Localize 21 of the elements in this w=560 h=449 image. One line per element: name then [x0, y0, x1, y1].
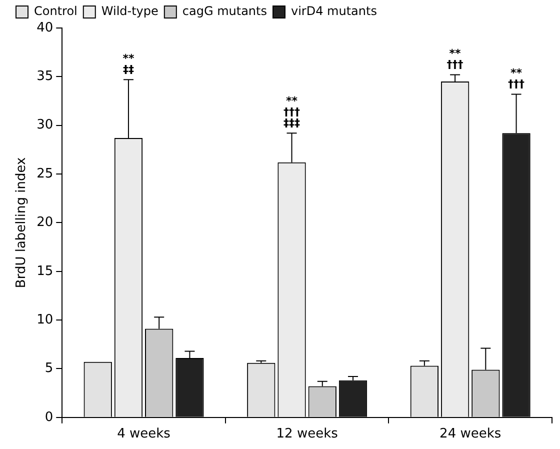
annotation: ** ††† ‡‡‡: [284, 94, 301, 130]
y-axis-title: BrdU labelling index: [14, 157, 30, 288]
legend-label: Control: [34, 4, 78, 18]
legend-label: Wild-type: [101, 4, 158, 18]
legend-label: cagG mutants: [182, 4, 268, 18]
y-tick-label: 10: [36, 312, 54, 328]
x-tick-label: 12 weeks: [276, 426, 338, 442]
annotation: ** †††: [508, 66, 526, 91]
y-tick-label: 35: [36, 69, 54, 84]
y-tick-label: 25: [36, 166, 54, 182]
y-tick-label: 30: [36, 118, 54, 133]
x-tick-label: 4 weeks: [117, 426, 171, 442]
annotation: ** ‡‡: [122, 52, 134, 76]
y-tick-label: 5: [44, 361, 54, 376]
legend-label: virD4 mutants: [291, 4, 377, 18]
y-tick-label: 15: [36, 264, 54, 279]
x-tick-label: 24 weeks: [440, 426, 502, 442]
y-tick-label: 0: [44, 410, 54, 425]
y-tick-label: 40: [36, 20, 54, 36]
annotation: ** †††: [446, 47, 464, 72]
y-tick-label: 20: [36, 215, 54, 230]
